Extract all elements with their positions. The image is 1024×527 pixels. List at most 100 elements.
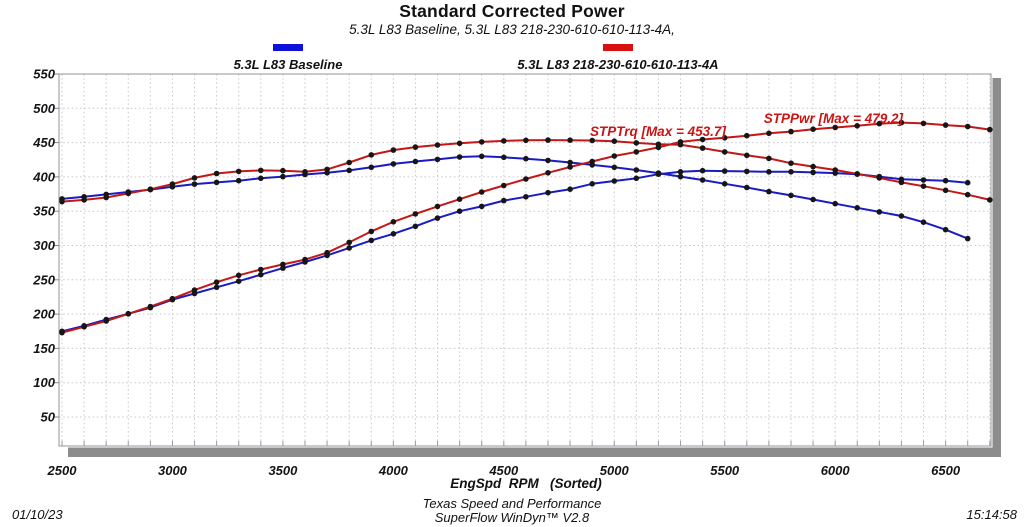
legend-swatch-cam [603, 44, 633, 51]
data-point [898, 119, 905, 126]
data-point [213, 170, 220, 177]
series-line [61, 155, 969, 240]
data-point [434, 142, 441, 148]
data-point [744, 168, 750, 175]
data-point [832, 167, 838, 173]
data-point [302, 169, 308, 175]
data-point [545, 189, 551, 196]
data-point [280, 167, 286, 174]
data-point [302, 256, 308, 263]
data-point [125, 311, 132, 317]
y-axis-tick-label: 50 [41, 410, 56, 425]
data-point [523, 176, 529, 182]
x-axis-tick-label: 3500 [268, 463, 298, 478]
data-point [898, 179, 905, 186]
data-point [59, 198, 65, 205]
data-point [567, 186, 573, 192]
data-point [501, 182, 507, 189]
page-subtitle: 5.3L L83 Baseline, 5.3L L83 218-230-610-… [349, 22, 675, 37]
data-point [434, 215, 441, 221]
data-point [81, 324, 87, 330]
data-point [699, 167, 706, 174]
data-point [169, 295, 176, 302]
y-axis-tick-label: 100 [33, 375, 55, 390]
data-point [258, 167, 264, 174]
data-point [523, 194, 529, 200]
data-point [545, 170, 551, 176]
data-point [677, 139, 684, 145]
data-point [699, 177, 706, 183]
max-annotation: STPTrq [Max = 453.7] [590, 124, 726, 139]
legend-item-baseline: 5.3L L83 Baseline [213, 44, 363, 72]
data-point [589, 181, 595, 187]
data-point [633, 140, 640, 146]
data-point [810, 163, 816, 170]
data-point [412, 211, 419, 217]
data-point [390, 231, 397, 237]
data-point [832, 200, 838, 207]
data-point [987, 126, 993, 133]
data-point [677, 173, 684, 180]
data-point [920, 120, 927, 127]
data-point [721, 168, 728, 174]
y-axis-tick-label: 150 [33, 341, 55, 356]
y-axis-tick-label: 500 [33, 101, 55, 116]
data-point [235, 177, 242, 184]
data-point [523, 137, 529, 144]
data-point [699, 145, 706, 151]
x-axis-tick-label: 6000 [821, 463, 851, 478]
data-point [721, 135, 728, 141]
data-point [898, 213, 905, 219]
max-annotation: STPPwr [Max = 479.2] [764, 111, 904, 126]
footer-organization: Texas Speed and Performance [422, 496, 602, 511]
data-point [191, 175, 198, 181]
data-point [611, 178, 618, 184]
data-point [567, 164, 573, 170]
data-point [589, 158, 595, 165]
legend-item-cam: 5.3L L83 218-230-610-610-113-4A [508, 44, 728, 72]
y-axis-tick-label: 550 [33, 67, 55, 82]
data-point [854, 123, 860, 129]
series-line [61, 169, 968, 333]
data-point [346, 245, 353, 251]
data-point [501, 197, 507, 204]
data-point [478, 203, 485, 210]
data-point [368, 152, 375, 158]
data-point [611, 164, 618, 171]
x-axis-tick-label: 3000 [158, 463, 188, 478]
data-point [920, 183, 927, 189]
footer-time: 15:14:58 [966, 507, 1017, 522]
data-point [545, 137, 551, 143]
plot-shadow-right [992, 78, 1001, 457]
data-point [721, 149, 728, 155]
data-point [501, 154, 507, 161]
data-point [766, 188, 772, 195]
data-point [766, 130, 772, 137]
data-point [346, 159, 353, 166]
data-point [633, 167, 640, 173]
data-point [103, 318, 109, 324]
data-point [964, 191, 971, 198]
x-axis-tick-label: 5000 [600, 463, 630, 478]
data-point [788, 192, 794, 199]
data-point [766, 169, 772, 175]
data-point [920, 177, 927, 183]
data-point [942, 187, 949, 194]
data-point [788, 160, 794, 166]
data-point [191, 287, 198, 293]
data-point [854, 171, 860, 177]
data-point [633, 149, 640, 155]
plot-area [59, 74, 991, 446]
data-point [368, 164, 375, 171]
data-point [390, 219, 397, 225]
y-axis-tick-label: 200 [32, 307, 55, 322]
data-point [655, 171, 662, 177]
x-axis-tick-label: 6500 [931, 463, 961, 478]
data-point [235, 168, 242, 175]
data-point [147, 186, 154, 192]
data-point [964, 235, 971, 242]
data-point [589, 137, 595, 144]
data-point [987, 197, 993, 203]
data-point [390, 147, 397, 153]
